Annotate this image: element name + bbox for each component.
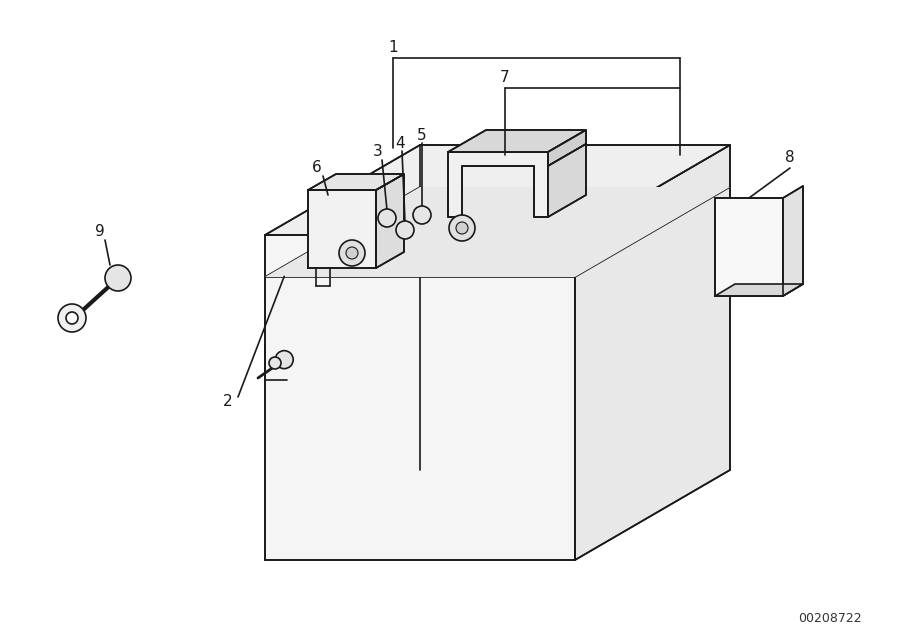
Polygon shape [448,152,548,217]
Circle shape [449,215,475,241]
Polygon shape [548,144,586,217]
Polygon shape [548,130,586,166]
Text: 8: 8 [785,151,795,165]
Text: 5: 5 [418,127,427,142]
Text: 2: 2 [223,394,233,410]
Text: 1: 1 [388,41,398,55]
Circle shape [105,265,131,291]
Text: 00208722: 00208722 [798,611,862,625]
Polygon shape [376,174,404,268]
Polygon shape [265,145,730,235]
Text: 7: 7 [500,71,509,85]
Polygon shape [715,198,783,296]
Text: 3: 3 [374,144,382,160]
Circle shape [346,247,358,259]
Polygon shape [448,130,586,152]
Text: 4: 4 [395,135,405,151]
Circle shape [275,350,293,369]
Polygon shape [308,190,376,268]
Circle shape [456,222,468,234]
Polygon shape [265,235,575,560]
Text: 9: 9 [95,225,105,240]
Polygon shape [265,187,730,277]
Circle shape [339,240,365,266]
Circle shape [396,221,414,239]
Circle shape [58,304,86,332]
Polygon shape [575,145,730,560]
Polygon shape [308,174,404,190]
Polygon shape [715,284,803,296]
Text: 6: 6 [312,160,322,176]
Circle shape [413,206,431,224]
Circle shape [378,209,396,227]
Circle shape [269,357,281,369]
Polygon shape [783,186,803,296]
Circle shape [66,312,78,324]
